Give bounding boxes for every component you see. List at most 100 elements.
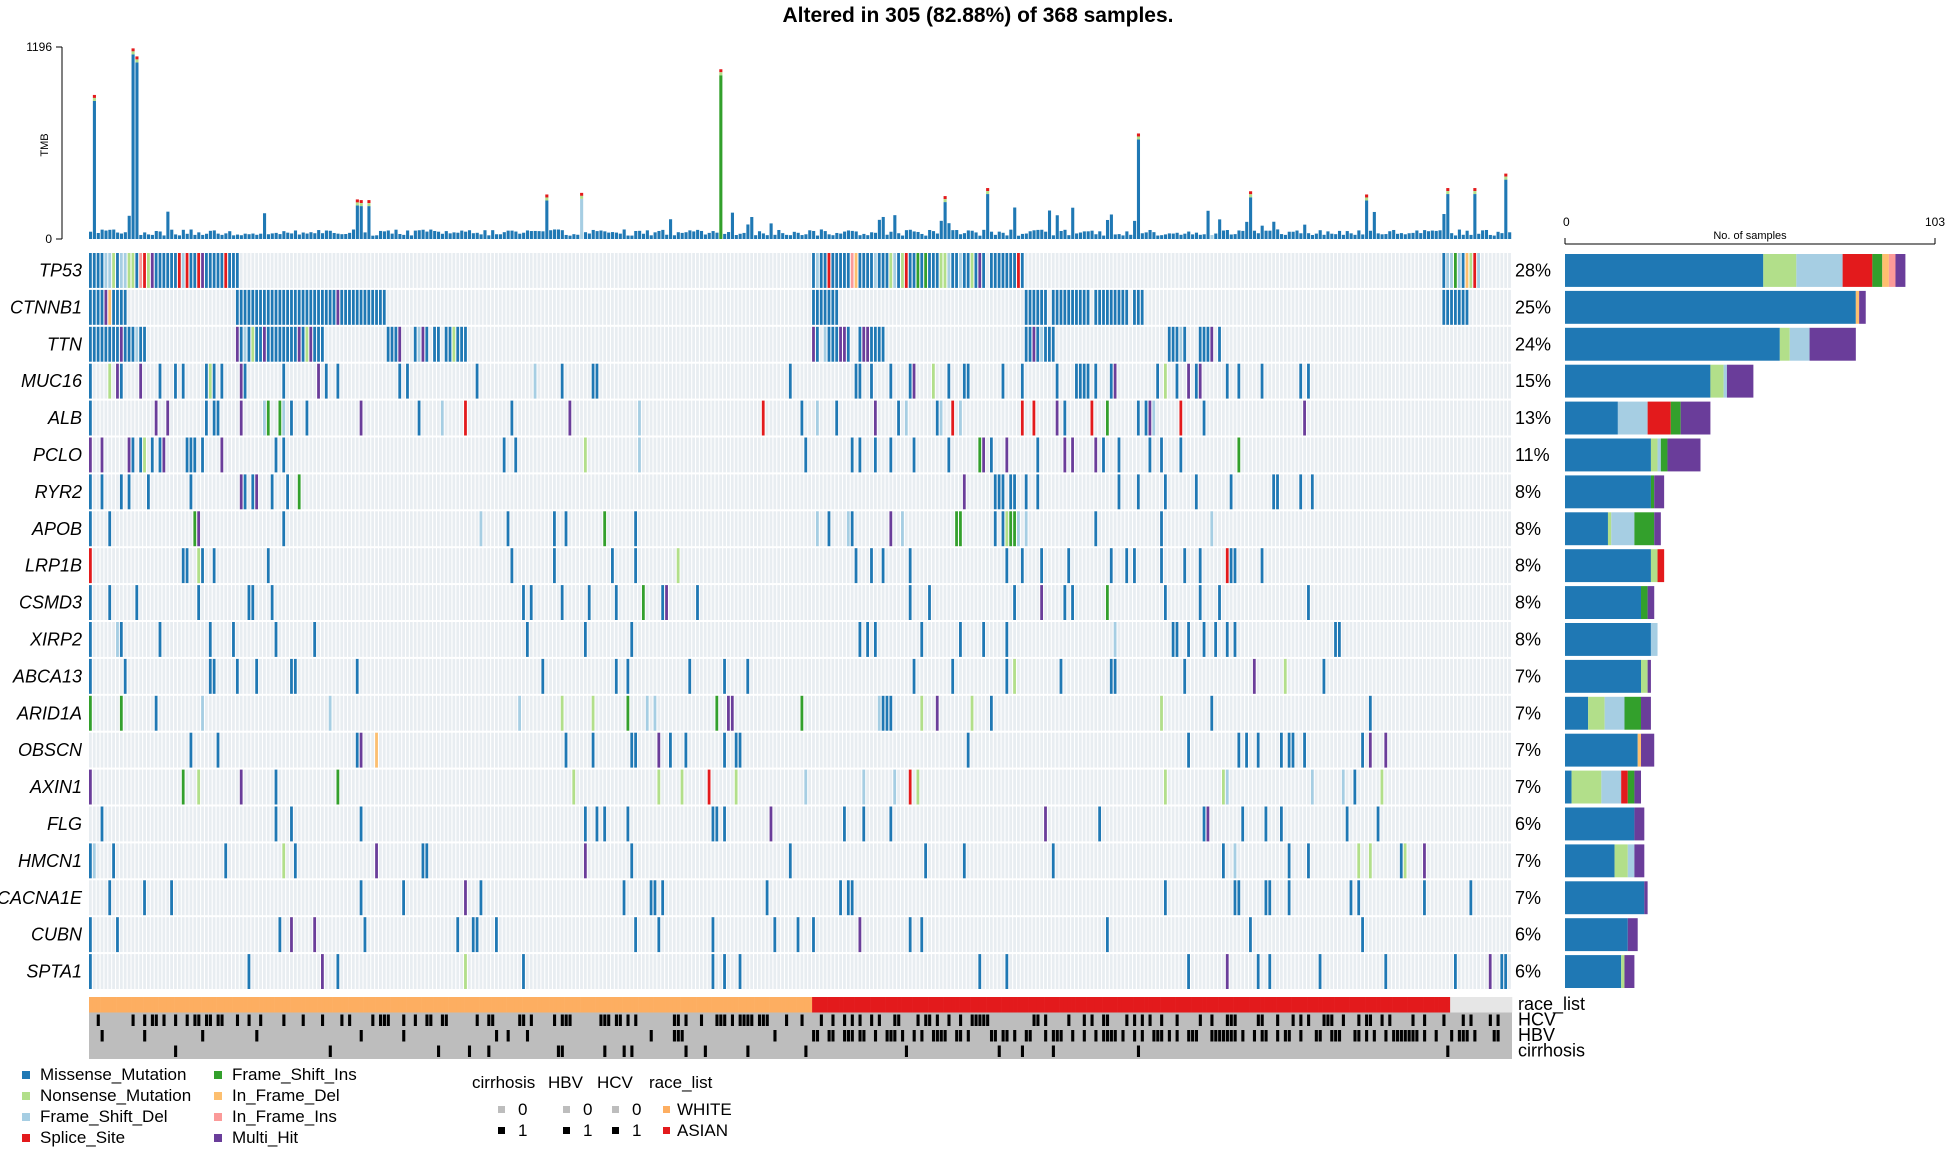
race-cell <box>1086 997 1091 1013</box>
mutation-cell <box>89 658 92 694</box>
race-cell <box>815 997 821 1013</box>
mutation-cell <box>962 474 966 510</box>
mutation-cell <box>997 253 1001 288</box>
mutation-cell <box>1113 363 1117 399</box>
race-cell <box>638 997 643 1013</box>
tmb-bar <box>1268 230 1272 239</box>
gene-percent: 8% <box>1515 629 1541 649</box>
mutation-cell <box>433 326 436 362</box>
tmb-bar <box>1109 214 1113 239</box>
race-cell <box>301 997 306 1013</box>
tmb-bar <box>564 234 568 239</box>
mutation-cell <box>835 289 839 325</box>
mutation-cell <box>1303 400 1306 436</box>
tmb-bar <box>1504 179 1508 239</box>
mutation-cell <box>1183 326 1187 362</box>
binary-legend-label: 1 <box>518 1121 527 1140</box>
mutation-cell <box>583 622 587 657</box>
sidebar-segment <box>1763 254 1797 287</box>
binary-cell <box>506 1030 510 1042</box>
race-legend-swatch <box>663 1127 670 1134</box>
race-cell <box>514 997 519 1013</box>
mutation-cell <box>336 769 340 805</box>
binary-cell <box>1287 1030 1291 1042</box>
race-cell <box>483 997 488 1013</box>
race-cell <box>119 997 125 1013</box>
tmb-bar <box>1028 231 1032 239</box>
mutation-cell <box>371 289 375 325</box>
mutation-cell <box>935 400 939 436</box>
tmb-bar <box>1461 234 1465 239</box>
sidebar-segment <box>1565 586 1642 619</box>
mutation-cell <box>1136 474 1140 510</box>
race-cell <box>1496 997 1501 1013</box>
tmb-bar <box>139 234 143 239</box>
race-cell <box>843 997 848 1013</box>
binary-cell <box>522 1014 526 1026</box>
mutation-cell <box>788 363 792 399</box>
legend-label: Nonsense_Mutation <box>40 1086 191 1105</box>
mutation-cell <box>815 511 819 547</box>
binary-cell <box>425 1014 429 1026</box>
race-cell <box>1191 997 1196 1013</box>
binary-cell <box>560 1014 564 1026</box>
mutation-cell <box>212 363 216 399</box>
binary-cell <box>1337 1030 1342 1042</box>
binary-cell <box>1357 1030 1361 1042</box>
mutation-cell <box>1194 363 1198 399</box>
race-cell <box>251 997 256 1013</box>
race-cell <box>1229 997 1234 1013</box>
mutation-cell <box>208 622 212 657</box>
sidebar-segment <box>1859 290 1866 324</box>
tmb-bar <box>502 232 506 239</box>
binary-cell <box>487 1014 491 1026</box>
tmb-bar <box>1129 234 1133 239</box>
tmb-bar <box>448 233 452 239</box>
binary-cell <box>1357 1014 1361 1026</box>
tmb-bar <box>154 230 158 239</box>
tmb-bar <box>955 230 959 239</box>
binary-cell <box>1492 1030 1496 1042</box>
binary-cell <box>235 1014 240 1026</box>
race-cell <box>1368 997 1374 1013</box>
mutation-cell <box>626 806 630 842</box>
race-cell <box>553 997 558 1013</box>
tmb-bar <box>1156 235 1160 239</box>
tmb-bar <box>626 235 630 239</box>
race-cell <box>498 997 504 1013</box>
race-cell <box>324 997 330 1013</box>
mutation-cell <box>89 917 92 953</box>
mutation-cell <box>870 548 873 584</box>
mutation-cell <box>591 363 595 399</box>
mutation-cell <box>583 843 587 879</box>
mutation-cell <box>317 363 320 399</box>
tmb-bar <box>239 235 243 239</box>
sidebar-segment <box>1565 549 1651 583</box>
tmb-bar <box>162 235 166 239</box>
mutation-cell <box>355 289 359 325</box>
mutation-cell <box>104 289 108 325</box>
mutation-cell <box>850 880 854 916</box>
binary-cell <box>1175 1014 1179 1026</box>
mutation-cell <box>1047 326 1051 362</box>
mutation-cell <box>1454 289 1457 325</box>
mutation-cell <box>89 695 92 731</box>
tmb-bar <box>1009 229 1013 239</box>
mutation-cell <box>916 253 920 288</box>
mutation-cell <box>920 622 924 657</box>
mutation-cell <box>912 253 916 288</box>
race-cell <box>127 997 132 1013</box>
tmb-bar <box>1496 231 1500 239</box>
tmb-bar <box>873 232 878 239</box>
tmb-bar <box>1241 230 1245 239</box>
mutation-cell <box>1237 437 1241 473</box>
binary-cell <box>96 1014 100 1026</box>
mutation-cell <box>89 548 92 584</box>
race-cell <box>765 997 770 1013</box>
mutation-cell <box>893 769 897 805</box>
binary-cell <box>746 1045 750 1057</box>
race-cell <box>1171 997 1176 1013</box>
race-cell <box>1457 997 1463 1013</box>
mutation-cell <box>1260 363 1264 399</box>
mutation-cell <box>831 253 835 288</box>
